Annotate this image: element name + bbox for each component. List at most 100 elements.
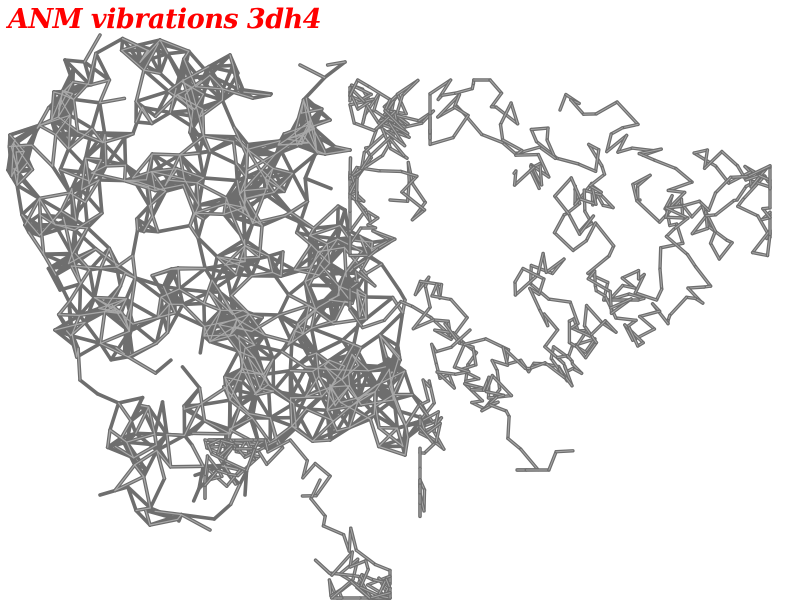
network-spring-highlight — [393, 394, 407, 427]
backbone-segment-highlight — [545, 258, 565, 273]
network-spring-highlight — [336, 427, 350, 432]
network-spring — [333, 293, 341, 323]
network-spring — [223, 386, 257, 397]
network-spring-highlight — [278, 304, 310, 316]
network-spring — [156, 223, 192, 234]
backbone-segment-highlight — [698, 200, 710, 211]
network-spring — [182, 386, 202, 408]
network-spring-highlight — [137, 181, 167, 192]
network-spring — [181, 301, 206, 307]
network-spring-highlight — [317, 294, 340, 308]
network-spring-highlight — [176, 94, 194, 112]
network-spring-highlight — [208, 291, 234, 316]
backbone-segment-highlight — [544, 329, 559, 348]
network-spring-highlight — [198, 116, 205, 137]
network-spring — [397, 288, 407, 302]
network-spring-highlight — [208, 291, 222, 311]
network-spring-highlight — [309, 224, 341, 237]
network-spring-highlight — [236, 318, 256, 346]
network-spring — [203, 266, 238, 277]
network-spring-highlight — [264, 334, 293, 344]
network-spring-highlight — [319, 263, 340, 287]
backbone-segment-highlight — [595, 222, 615, 247]
network-spring-highlight — [135, 406, 150, 434]
network-spring — [291, 401, 309, 411]
network-spring — [77, 306, 101, 318]
network-spring-highlight — [57, 116, 79, 133]
network-spring-highlight — [277, 140, 281, 146]
network-spring — [85, 226, 111, 251]
network-spring-highlight — [145, 509, 151, 526]
network-spring-highlight — [294, 130, 298, 146]
network-spring — [37, 225, 68, 238]
network-spring-highlight — [348, 397, 360, 429]
network-spring — [142, 204, 152, 234]
network-spring-highlight — [312, 439, 331, 442]
backbone-segment-highlight — [616, 101, 639, 125]
network-spring — [52, 90, 61, 119]
network-spring-highlight — [154, 510, 182, 516]
network-spring — [282, 171, 295, 193]
network-spring-highlight — [290, 212, 315, 229]
network-spring-highlight — [280, 251, 284, 277]
network-spring-highlight — [239, 404, 250, 415]
backbone-segment-highlight — [374, 563, 391, 571]
network-spring-highlight — [341, 353, 353, 381]
network-spring-highlight — [126, 433, 156, 443]
network-spring — [197, 151, 206, 180]
network-spring — [286, 279, 308, 297]
network-spring — [122, 135, 128, 167]
backbone-segment-highlight — [530, 127, 549, 130]
network-spring-highlight — [251, 417, 271, 444]
network-spring-highlight — [93, 297, 127, 300]
network-spring-highlight — [166, 303, 170, 333]
backbone-segment-highlight — [472, 346, 477, 366]
backbone-segment-highlight — [507, 416, 510, 439]
backbone-segment-highlight — [433, 319, 449, 322]
network-spring-highlight — [296, 232, 312, 246]
network-spring — [114, 265, 123, 288]
backbone-segment-highlight — [315, 559, 333, 576]
network-spring — [202, 418, 232, 431]
backbone-segment-highlight — [489, 79, 502, 94]
network-spring — [126, 485, 138, 513]
backbone-segment-highlight — [638, 148, 662, 155]
network-spring — [340, 377, 354, 408]
network-spring-highlight — [143, 476, 151, 509]
backbone-segment-highlight — [577, 163, 597, 172]
network-spring-highlight — [183, 178, 200, 206]
network-spring-highlight — [281, 350, 307, 369]
network-spring-highlight — [232, 215, 246, 247]
network-spring — [134, 120, 154, 126]
network-spring-highlight — [224, 387, 231, 401]
network-spring-highlight — [308, 352, 317, 357]
network-spring — [7, 133, 12, 149]
backbone-segment-highlight — [331, 551, 353, 576]
backbone-segment-highlight — [431, 343, 437, 365]
backbone-segment-highlight — [395, 95, 403, 116]
network-spring-highlight — [203, 318, 238, 327]
network-spring-highlight — [80, 157, 87, 191]
backbone-segment-highlight — [351, 169, 362, 177]
network-spring-highlight — [326, 238, 339, 245]
backbone-segment-highlight — [481, 133, 503, 143]
backbone-segment-highlight — [604, 320, 617, 333]
network-spring — [46, 255, 79, 271]
network-spring — [70, 81, 91, 96]
network-spring — [347, 404, 378, 430]
network-spring-highlight — [143, 215, 154, 232]
network-spring-highlight — [71, 253, 82, 285]
network-spring-highlight — [304, 375, 320, 398]
network-spring-highlight — [317, 246, 346, 253]
network-spring-highlight — [99, 342, 129, 358]
network-spring — [148, 512, 184, 527]
network-spring — [77, 282, 83, 318]
network-spring — [158, 51, 170, 76]
network-spring-highlight — [166, 433, 172, 468]
network-spring-highlight — [239, 169, 263, 195]
network-spring — [313, 284, 341, 312]
network-spring-highlight — [297, 308, 317, 325]
network-spring — [129, 395, 145, 423]
